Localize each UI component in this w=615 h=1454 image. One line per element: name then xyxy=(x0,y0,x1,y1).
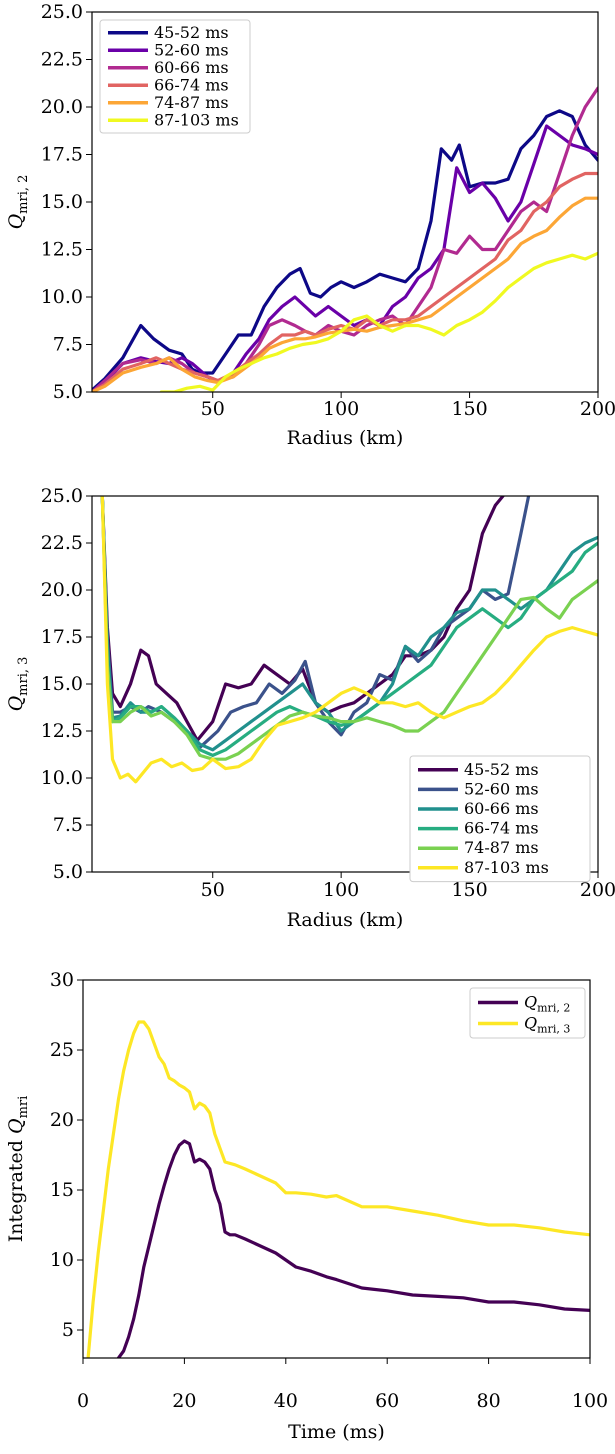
legend-label: 52-60 ms xyxy=(154,40,229,59)
chart-panel-2: 50 100 150 200 5.0 7.5 10.0 12.5 15.0 17.5 20.0 22.… xyxy=(5,485,615,931)
x-axis-label: Radius (km) xyxy=(287,909,404,931)
y-tick-label: 15.0 xyxy=(41,191,83,213)
y-tick-label: 5 xyxy=(62,1319,74,1341)
legend-label: 74-87 ms xyxy=(154,93,229,112)
y-tick-label: 25 xyxy=(50,1039,74,1061)
x-tick-label: 80 xyxy=(477,1390,501,1412)
legend-label: 45-52 ms xyxy=(154,23,229,42)
x-tick-label: 20 xyxy=(172,1390,196,1412)
legend-label: 66-74 ms xyxy=(154,75,229,94)
x-tick-label: 50 xyxy=(201,879,225,901)
legend-label: 60-66 ms xyxy=(154,58,229,77)
y-tick-label: 10.0 xyxy=(41,286,83,308)
x-axis-label: Radius (km) xyxy=(287,427,404,449)
x-tick-label: 100 xyxy=(572,1390,608,1412)
legend-label: 87-103 ms xyxy=(154,110,239,129)
legend-label: 60-66 ms xyxy=(464,799,539,818)
series-line-5 xyxy=(92,196,598,392)
y-axis-label: Qmri, 2 xyxy=(5,175,31,230)
y-tick-label: 20.0 xyxy=(41,579,83,601)
y-tick-label: 20 xyxy=(50,1109,74,1131)
y-tick-label: 17.5 xyxy=(41,144,83,166)
chart-panel-3: 0 20 40 60 80 100 5 10 15 20 25 30 Time (ms) Integrat… xyxy=(5,969,608,1443)
y-tick-label: 17.5 xyxy=(41,626,83,648)
series-line-5 xyxy=(100,496,598,761)
y-tick-label: 10.0 xyxy=(41,767,83,789)
y-tick-label: 25.0 xyxy=(41,1,83,23)
series-line-3 xyxy=(92,86,598,392)
series-line-2 xyxy=(92,124,598,392)
x-tick-label: 40 xyxy=(274,1390,298,1412)
legend-box xyxy=(99,19,251,134)
x-tick-label: 200 xyxy=(580,879,615,901)
series-group xyxy=(92,86,598,392)
series-line-6 xyxy=(100,496,598,784)
x-tick-label: 50 xyxy=(201,398,225,420)
y-axis-label: Integrated Qmri xyxy=(5,1096,31,1243)
y-tick-label: 7.5 xyxy=(53,334,83,356)
x-tick-label: 60 xyxy=(375,1390,399,1412)
legend-label: 45-52 ms xyxy=(464,760,539,779)
y-tick-label: 15.0 xyxy=(41,673,83,695)
series-line-6 xyxy=(159,251,598,392)
y-axis-label: Qmri, 3 xyxy=(5,657,31,712)
y-tick-label: 25.0 xyxy=(41,485,83,507)
legend-label: 74-87 ms xyxy=(464,838,539,857)
series-line-1 xyxy=(100,496,505,742)
x-tick-label: 200 xyxy=(580,398,615,420)
x-tick-label: 100 xyxy=(323,398,359,420)
x-tick-label: 100 xyxy=(323,879,359,901)
legend-label: Qmri, 3 xyxy=(524,1014,570,1036)
series-line-1 xyxy=(92,109,598,392)
series-line-2 xyxy=(86,1020,590,1358)
series-line-1 xyxy=(116,1139,590,1358)
y-tick-label: 12.5 xyxy=(41,239,83,261)
legend-label: 87-103 ms xyxy=(464,858,549,877)
y-tick-label: 7.5 xyxy=(53,814,83,836)
series-line-4 xyxy=(100,496,598,757)
y-tick-label: 12.5 xyxy=(41,720,83,742)
y-tick-label: 10 xyxy=(50,1249,74,1271)
plot-frame xyxy=(82,979,591,1359)
x-tick-label: 0 xyxy=(77,1390,89,1412)
chart-panel-1: 50 100 150 200 5.0 7.5 10.0 12.5 15.0 17.5 20.0 22.… xyxy=(5,1,615,449)
y-tick-label: 22.5 xyxy=(41,49,83,71)
legend-label: Qmri, 2 xyxy=(524,993,570,1015)
y-tick-label: 5.0 xyxy=(53,861,83,883)
legend-box xyxy=(409,755,591,883)
series-group xyxy=(86,1020,590,1358)
y-tick-label: 15 xyxy=(50,1179,74,1201)
series-line-3 xyxy=(100,496,598,752)
legend-label: 52-60 ms xyxy=(464,779,539,798)
x-axis-label: Time (ms) xyxy=(288,1421,385,1443)
y-tick-label: 5.0 xyxy=(53,381,83,403)
series-group xyxy=(100,496,598,784)
y-tick-label: 30 xyxy=(50,969,74,991)
x-tick-label: 150 xyxy=(451,398,487,420)
x-tick-label: 150 xyxy=(451,879,487,901)
legend-label: 66-74 ms xyxy=(464,819,539,838)
legend-box xyxy=(469,987,586,1039)
y-tick-label: 20.0 xyxy=(41,96,83,118)
y-tick-label: 22.5 xyxy=(41,532,83,554)
series-line-2 xyxy=(100,496,531,752)
